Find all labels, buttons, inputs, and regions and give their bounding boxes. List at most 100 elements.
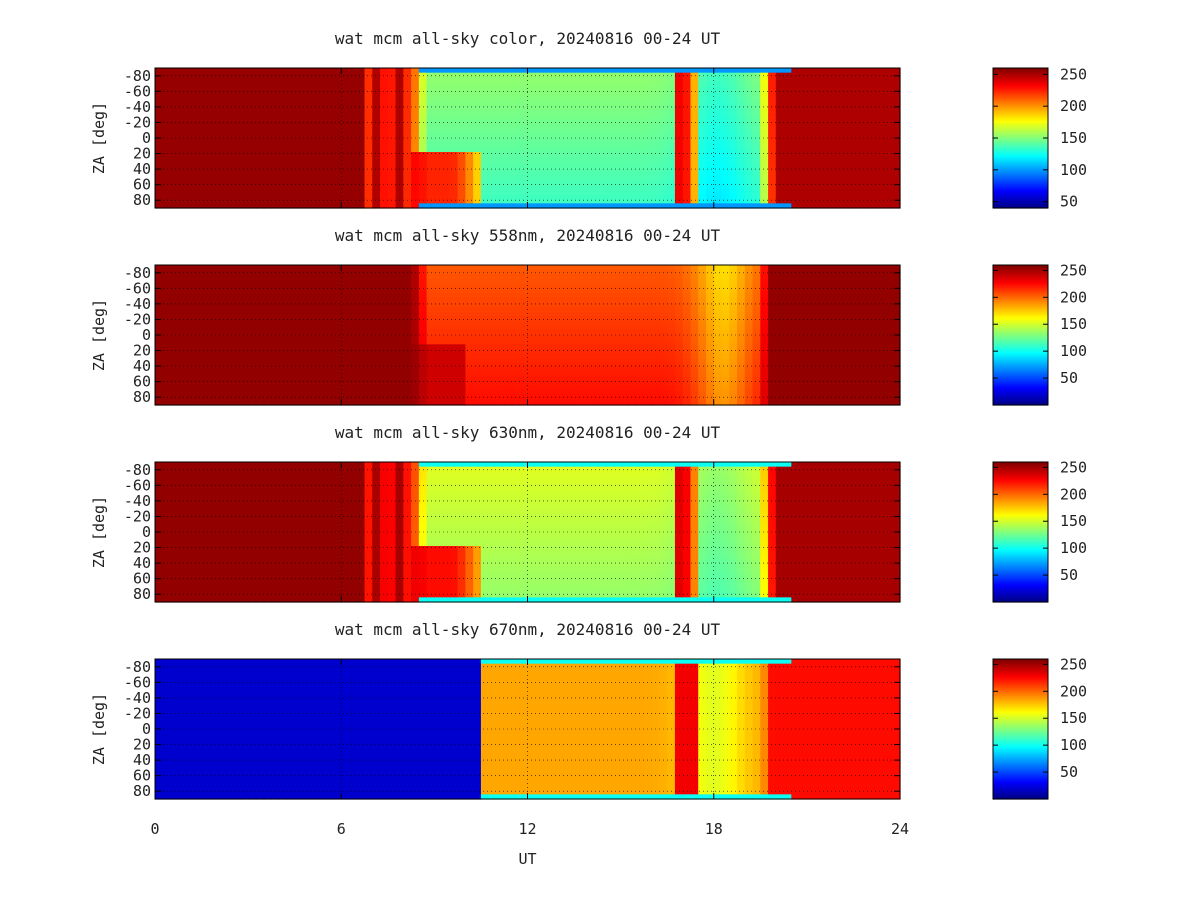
heatmap-cell — [884, 143, 892, 148]
heatmap-cell — [652, 68, 660, 73]
heatmap-cell — [489, 189, 497, 194]
heatmap-cell — [760, 129, 768, 134]
heatmap-cell — [403, 372, 411, 377]
heatmap-cell — [706, 101, 714, 106]
heatmap-cell — [295, 391, 303, 396]
heatmap-cell — [582, 96, 590, 101]
heatmap-cell — [667, 96, 675, 101]
heatmap-cell — [178, 82, 186, 87]
heatmap-cell — [528, 105, 536, 110]
heatmap-cell — [830, 161, 838, 166]
heatmap-cell — [528, 340, 536, 345]
heatmap-cell — [652, 391, 660, 396]
heatmap-cell — [543, 171, 551, 176]
heatmap-cell — [163, 82, 171, 87]
heatmap-cell — [333, 101, 341, 106]
heatmap-cell — [520, 354, 528, 359]
heatmap-cell — [590, 270, 598, 275]
heatmap-cell — [884, 194, 892, 199]
heatmap-cell — [535, 138, 543, 143]
heatmap-cell — [365, 391, 373, 396]
heatmap-cell — [279, 143, 287, 148]
heatmap-cell — [333, 372, 341, 377]
heatmap-cell — [171, 372, 179, 377]
heatmap-cell — [659, 288, 667, 293]
heatmap-cell — [489, 386, 497, 391]
heatmap-cell — [590, 96, 598, 101]
heatmap-cell — [535, 382, 543, 387]
heatmap-cell — [760, 175, 768, 180]
heatmap-cell — [504, 386, 512, 391]
heatmap-cell — [302, 312, 310, 317]
heatmap-cell — [652, 382, 660, 387]
heatmap-cell — [512, 199, 520, 204]
heatmap-cell — [504, 161, 512, 166]
heatmap-cell — [357, 298, 365, 303]
heatmap-cell — [171, 101, 179, 106]
heatmap-cell — [209, 312, 217, 317]
heatmap-cell — [295, 101, 303, 106]
heatmap-cell — [644, 68, 652, 73]
heatmap-cell — [551, 279, 559, 284]
heatmap-cell — [217, 274, 225, 279]
heatmap-cell — [333, 391, 341, 396]
heatmap-cell — [590, 124, 598, 129]
heatmap-cell — [559, 321, 567, 326]
heatmap-cell — [504, 194, 512, 199]
heatmap-cell — [496, 138, 504, 143]
heatmap-cell — [636, 171, 644, 176]
heatmap-cell — [217, 368, 225, 373]
heatmap-cell — [171, 354, 179, 359]
heatmap-cell — [590, 382, 598, 387]
heatmap-cell — [310, 326, 318, 331]
heatmap-cell — [450, 288, 458, 293]
heatmap-cell — [380, 194, 388, 199]
heatmap-cell — [597, 124, 605, 129]
heatmap-cell — [217, 312, 225, 317]
heatmap-cell — [349, 199, 357, 204]
heatmap-cell — [287, 354, 295, 359]
heatmap-cell — [419, 199, 427, 204]
heatmap-cell — [155, 298, 163, 303]
heatmap-cell — [566, 152, 574, 157]
heatmap-cell — [217, 344, 225, 349]
heatmap-cell — [388, 274, 396, 279]
heatmap-cell — [465, 199, 473, 204]
heatmap-cell — [636, 82, 644, 87]
heatmap-cell — [877, 82, 885, 87]
heatmap-cell — [504, 171, 512, 176]
heatmap-cell — [652, 298, 660, 303]
heatmap-cell — [380, 105, 388, 110]
heatmap-cell — [171, 175, 179, 180]
heatmap-cell — [543, 279, 551, 284]
heatmap-cell — [597, 391, 605, 396]
heatmap-cell — [248, 175, 256, 180]
heatmap-cell — [434, 77, 442, 82]
heatmap-cell — [551, 288, 559, 293]
heatmap-cell — [582, 316, 590, 321]
heatmap-cell — [349, 368, 357, 373]
heatmap-cell — [496, 105, 504, 110]
heatmap-cell — [512, 386, 520, 391]
heatmap-cell — [318, 199, 326, 204]
heatmap-cell — [388, 194, 396, 199]
heatmap-cell — [310, 354, 318, 359]
heatmap-cell — [186, 115, 194, 120]
heatmap-cell — [318, 194, 326, 199]
heatmap-cell — [434, 265, 442, 270]
heatmap-cell — [202, 340, 210, 345]
heatmap-cell — [458, 372, 466, 377]
heatmap-cell — [760, 138, 768, 143]
heatmap-cell — [582, 349, 590, 354]
heatmap-cell — [512, 358, 520, 363]
heatmap-cell — [295, 265, 303, 270]
heatmap-cell — [528, 298, 536, 303]
heatmap-cell — [605, 358, 613, 363]
heatmap-cell — [853, 161, 861, 166]
heatmap-cell — [582, 354, 590, 359]
heatmap-cell — [528, 316, 536, 321]
heatmap-cell — [248, 293, 256, 298]
heatmap-cell — [644, 265, 652, 270]
heatmap-cell — [489, 391, 497, 396]
heatmap-cell — [178, 199, 186, 204]
